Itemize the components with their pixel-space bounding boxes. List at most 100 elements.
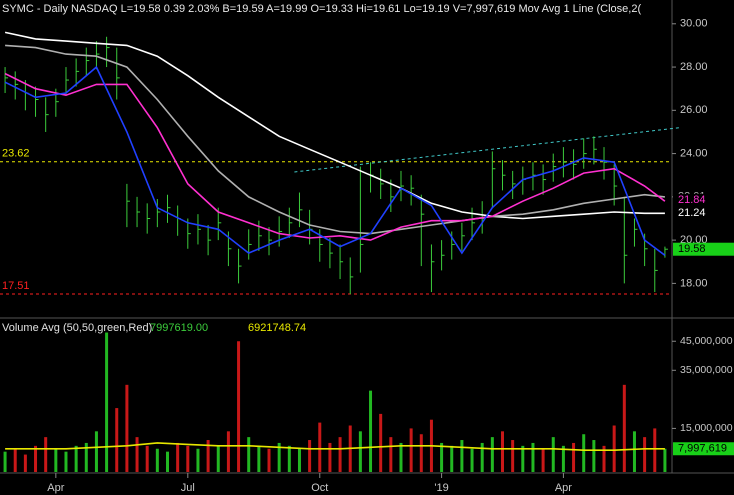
- volume-bar: [115, 408, 119, 472]
- volume-bar: [379, 413, 383, 472]
- volume-bar: [643, 437, 647, 472]
- volume-bar: [632, 431, 636, 472]
- y-tick-label: 18.00: [680, 277, 708, 289]
- x-tick-label: '19: [434, 482, 448, 494]
- volume-bar: [277, 442, 281, 472]
- x-tick-label: Oct: [311, 482, 328, 494]
- volume-bar: [622, 384, 626, 472]
- x-tick-label: Jul: [181, 482, 195, 494]
- volume-bar: [440, 442, 444, 472]
- volume-bar: [470, 448, 474, 472]
- moving-average: [4, 72, 666, 241]
- volume-bar: [511, 440, 515, 472]
- volume-bar: [94, 431, 98, 472]
- y-tick-label: 24.00: [680, 147, 708, 159]
- volume-bar: [74, 445, 78, 472]
- trendline: [294, 127, 681, 173]
- volume-bar: [612, 425, 616, 472]
- volume-bar: [318, 422, 322, 472]
- volume-bar: [389, 437, 393, 472]
- volume-bar: [13, 448, 17, 472]
- volume-bar: [226, 431, 230, 472]
- y-tick-label: 28.00: [680, 61, 708, 73]
- x-tick-label: Apr: [47, 482, 64, 494]
- volume-bar: [176, 442, 180, 472]
- y-tick-label: 26.00: [680, 104, 708, 116]
- volume-bar: [399, 442, 403, 472]
- volume-bar: [186, 445, 190, 472]
- volume-bar: [460, 440, 464, 472]
- volume-bar: [369, 390, 373, 472]
- last-value-label: 21.24: [678, 207, 706, 219]
- moving-average: [5, 44, 665, 235]
- volume-bar: [287, 445, 291, 472]
- volume-bar: [338, 437, 342, 472]
- volume-bar: [653, 428, 657, 472]
- volume-bar: [561, 445, 565, 472]
- volume-bar: [145, 445, 149, 472]
- last-value-box: [673, 206, 734, 220]
- volume-average-line: [5, 442, 665, 452]
- volume-bar: [358, 431, 362, 472]
- volume-bar: [237, 341, 241, 472]
- last-value-label: 19.58: [678, 243, 706, 255]
- moving-average: [4, 65, 666, 256]
- volume-bar: [480, 442, 484, 472]
- volume-bar: [501, 431, 504, 472]
- volume-bar: [247, 437, 251, 472]
- volume-bar: [592, 440, 596, 472]
- volume-bar: [419, 434, 423, 472]
- volume-bar: [64, 451, 68, 472]
- last-value-box: [673, 242, 734, 256]
- volume-bar: [44, 437, 48, 472]
- volume-bar: [328, 442, 332, 472]
- volume-bar: [105, 332, 109, 472]
- volume-bar: [135, 437, 139, 472]
- volume-bar: [257, 445, 261, 472]
- volume-bar: [409, 428, 413, 472]
- volume-bar: [166, 451, 169, 472]
- volume-bar: [541, 448, 545, 472]
- volume-bar: [551, 437, 555, 472]
- volume-average: 6921748.74: [248, 322, 306, 334]
- volume-bar: [531, 442, 535, 472]
- volume-bar: [216, 445, 220, 472]
- volume-bar: [206, 440, 210, 472]
- volume-tick-label: 35,000,000: [680, 364, 733, 376]
- volume-bar: [34, 445, 38, 472]
- last-value-box: [673, 442, 734, 456]
- x-tick-label: Apr: [555, 482, 572, 494]
- volume-bar: [267, 448, 271, 472]
- volume-bar: [23, 454, 27, 472]
- volume-bar: [84, 442, 88, 472]
- last-value-box: [673, 193, 734, 207]
- volume-tick-label: 15,000,000: [680, 422, 733, 434]
- volume-bar: [572, 442, 576, 472]
- volume-bar: [602, 445, 606, 472]
- volume-tick-label: 45,000,000: [680, 335, 733, 347]
- chart-title: SYMC - Daily NASDAQ L=19.58 0.39 2.03% B…: [2, 3, 641, 15]
- level-label: 23.62: [2, 148, 30, 160]
- volume-bar: [297, 448, 301, 472]
- volume-current: 7997619.00: [150, 322, 208, 334]
- moving-average: [4, 31, 665, 220]
- volume-bar: [582, 434, 586, 472]
- volume-bar: [196, 448, 200, 472]
- volume-bar: [663, 448, 667, 472]
- volume-title: Volume Avg (50,50,green,Red): [2, 322, 152, 334]
- volume-bar: [308, 440, 312, 472]
- volume-bar: [521, 445, 525, 472]
- last-value-label: 21.84: [678, 194, 706, 206]
- volume-bar: [490, 437, 494, 472]
- volume-bar: [155, 448, 159, 472]
- volume-bar: [450, 445, 454, 472]
- volume-bar: [54, 448, 58, 472]
- volume-bar: [125, 384, 129, 472]
- volume-bar: [3, 451, 7, 472]
- y-tick-label: 30.00: [680, 18, 708, 30]
- last-value-label: 7,997,619: [678, 443, 727, 455]
- level-label: 17.51: [2, 280, 30, 292]
